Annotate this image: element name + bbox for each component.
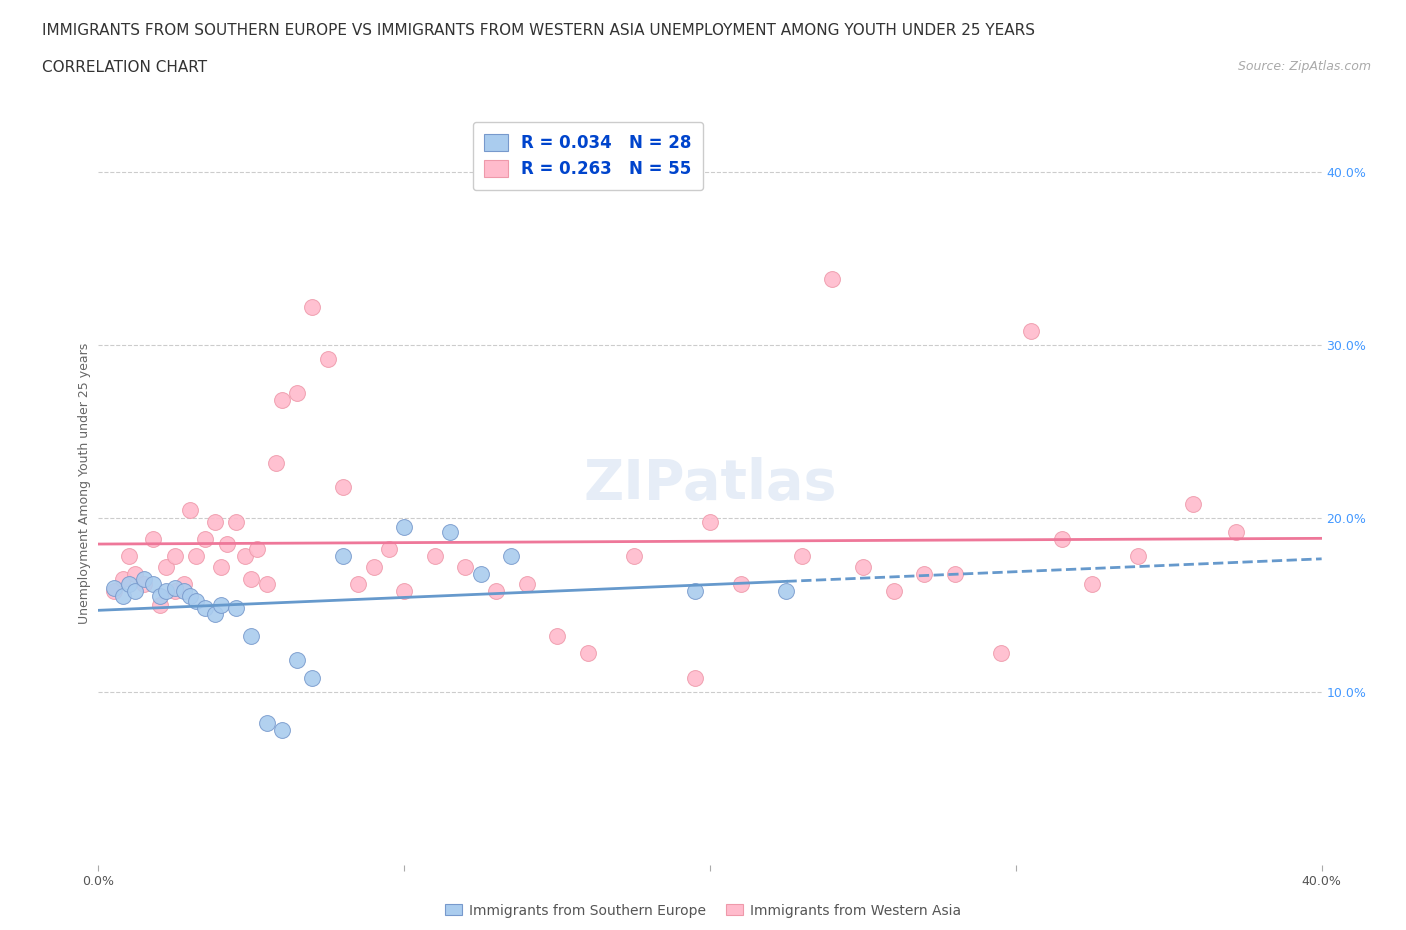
Point	[134, 572, 156, 587]
Point	[124, 584, 146, 599]
Point	[316, 352, 339, 366]
Point	[270, 393, 292, 408]
Point	[332, 549, 354, 564]
Point	[516, 577, 538, 591]
Point	[118, 549, 141, 564]
Point	[163, 549, 186, 564]
Point	[118, 577, 141, 591]
Point	[173, 584, 195, 599]
Point	[155, 559, 177, 574]
Point	[209, 597, 232, 612]
Point	[1128, 549, 1150, 564]
Point	[378, 542, 401, 557]
Point	[1182, 497, 1205, 512]
Point	[1019, 324, 1042, 339]
Point	[943, 566, 966, 581]
Point	[256, 577, 278, 591]
Point	[912, 566, 935, 581]
Point	[623, 549, 645, 564]
Point	[124, 566, 146, 581]
Legend: Immigrants from Southern Europe, Immigrants from Western Asia: Immigrants from Southern Europe, Immigra…	[439, 898, 967, 923]
Point	[204, 606, 226, 621]
Point	[256, 715, 278, 730]
Point	[301, 671, 323, 685]
Point	[134, 577, 156, 591]
Point	[363, 559, 385, 574]
Point	[215, 537, 238, 551]
Y-axis label: Unemployment Among Youth under 25 years: Unemployment Among Youth under 25 years	[79, 343, 91, 624]
Point	[111, 589, 134, 604]
Point	[454, 559, 477, 574]
Point	[163, 580, 186, 595]
Legend: R = 0.034   N = 28, R = 0.263   N = 55: R = 0.034 N = 28, R = 0.263 N = 55	[472, 122, 703, 190]
Point	[194, 601, 217, 616]
Point	[142, 532, 165, 547]
Point	[883, 584, 905, 599]
Point	[103, 584, 125, 599]
Point	[501, 549, 523, 564]
Point	[149, 589, 172, 604]
Point	[285, 386, 308, 401]
Point	[209, 559, 232, 574]
Point	[683, 671, 706, 685]
Point	[149, 597, 172, 612]
Point	[301, 299, 323, 314]
Point	[1050, 532, 1073, 547]
Point	[699, 514, 721, 529]
Text: Source: ZipAtlas.com: Source: ZipAtlas.com	[1237, 60, 1371, 73]
Point	[790, 549, 813, 564]
Point	[332, 480, 354, 495]
Point	[485, 584, 508, 599]
Point	[1225, 525, 1247, 539]
Point	[155, 584, 177, 599]
Point	[186, 594, 208, 609]
Point	[163, 584, 186, 599]
Point	[173, 577, 195, 591]
Text: CORRELATION CHART: CORRELATION CHART	[42, 60, 207, 75]
Point	[233, 549, 256, 564]
Point	[240, 572, 263, 587]
Point	[775, 584, 797, 599]
Point	[546, 629, 568, 644]
Point	[246, 542, 269, 557]
Text: ZIPatlas: ZIPatlas	[583, 457, 837, 511]
Point	[270, 723, 292, 737]
Point	[179, 589, 201, 604]
Point	[142, 577, 165, 591]
Point	[990, 646, 1012, 661]
Point	[1081, 577, 1104, 591]
Point	[264, 456, 287, 471]
Point	[111, 572, 134, 587]
Point	[821, 272, 844, 286]
Point	[392, 520, 416, 535]
Point	[730, 577, 752, 591]
Point	[204, 514, 226, 529]
Point	[179, 502, 201, 517]
Point	[186, 549, 208, 564]
Point	[470, 566, 492, 581]
Point	[423, 549, 446, 564]
Point	[347, 577, 370, 591]
Point	[392, 584, 416, 599]
Point	[240, 629, 263, 644]
Point	[225, 601, 247, 616]
Point	[194, 532, 217, 547]
Point	[576, 646, 599, 661]
Point	[852, 559, 875, 574]
Point	[103, 580, 125, 595]
Point	[225, 514, 247, 529]
Point	[439, 525, 461, 539]
Point	[285, 653, 308, 668]
Point	[683, 584, 706, 599]
Text: IMMIGRANTS FROM SOUTHERN EUROPE VS IMMIGRANTS FROM WESTERN ASIA UNEMPLOYMENT AMO: IMMIGRANTS FROM SOUTHERN EUROPE VS IMMIG…	[42, 23, 1035, 38]
